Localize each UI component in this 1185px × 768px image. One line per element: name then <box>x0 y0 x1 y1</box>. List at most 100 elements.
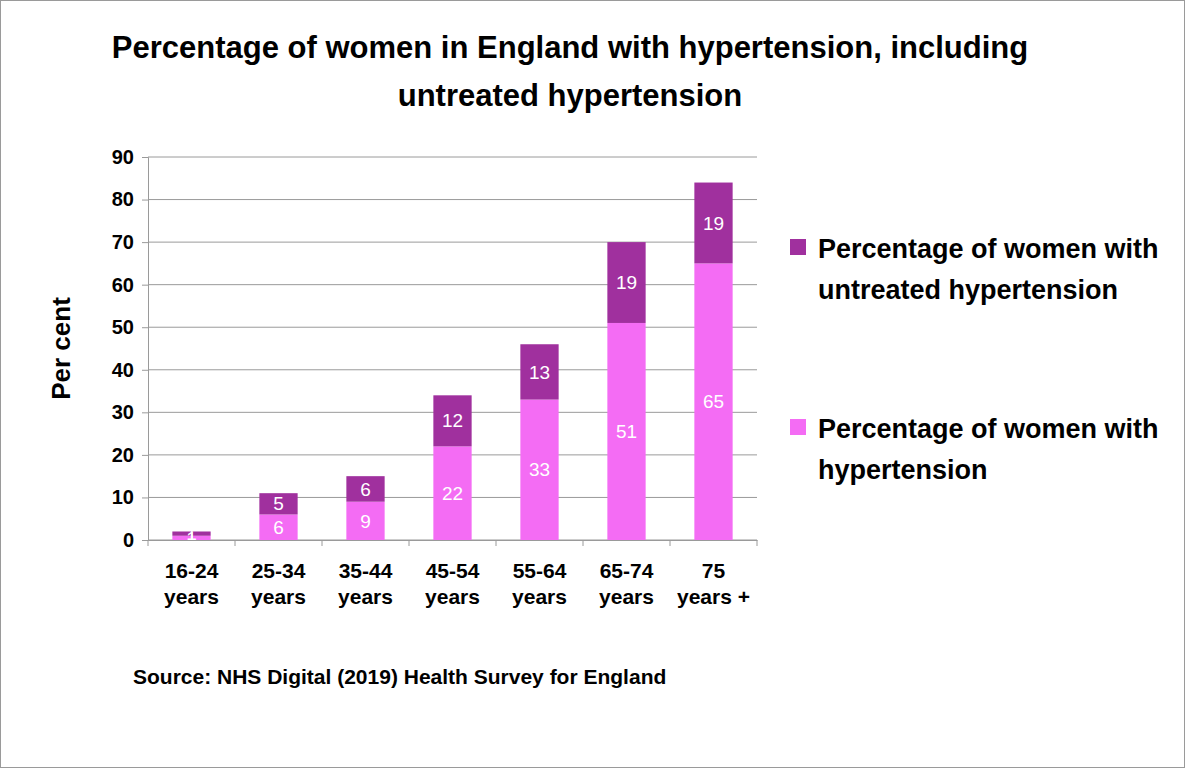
tick: 65-74 years <box>599 540 654 608</box>
separator <box>322 540 323 546</box>
x-axis: 16-24years25-34years35-44years45-54years… <box>149 540 758 608</box>
y-axis: 0102030405060708090 <box>112 146 149 551</box>
tick-mark <box>142 540 148 541</box>
text-line: years + <box>677 585 750 608</box>
data-labels: 1692233516515612131919 <box>186 213 724 549</box>
category-label: 35-44 years <box>338 559 393 608</box>
text-line: untreated hypertension <box>818 275 1118 305</box>
category-label: 25-34years <box>251 559 306 608</box>
tick-label: 50 <box>112 316 134 338</box>
legend: Percentage of women with untreated hypert… <box>790 234 1159 485</box>
text-line: years <box>251 585 306 608</box>
separator <box>757 540 758 546</box>
data-label: 51 <box>616 421 637 442</box>
legend-swatch <box>790 419 806 435</box>
text-line: Percentage of women with <box>818 414 1159 444</box>
tick: 40 <box>112 359 148 381</box>
bar <box>346 476 384 502</box>
data-label: 33 <box>529 459 550 480</box>
bars <box>172 183 732 540</box>
category-label: 75 years + <box>677 559 750 608</box>
grid <box>148 157 757 540</box>
tick-label: 70 <box>112 231 134 253</box>
grid-line <box>148 242 757 243</box>
separator <box>583 540 584 546</box>
y-axis-title: Per cent <box>46 297 76 400</box>
series-bars <box>172 183 732 536</box>
tick: 10 <box>112 486 148 508</box>
tick-mark <box>142 157 148 158</box>
bar <box>259 493 297 514</box>
legend-label: Percentage of women with untreated hypert… <box>818 234 1159 305</box>
tick: 80 <box>112 188 148 210</box>
text-line: years <box>164 585 219 608</box>
text-line: years <box>425 585 480 608</box>
category-label: 45-54 years <box>425 559 480 608</box>
text-line: 65-74 <box>600 559 654 582</box>
data-label: 65 <box>703 391 724 412</box>
bar <box>694 263 732 540</box>
tick-mark <box>142 327 148 328</box>
text-line: hypertension <box>818 455 988 485</box>
tick: 20 <box>112 444 148 466</box>
text-line: years <box>338 585 393 608</box>
text-line: years <box>512 585 567 608</box>
tick-mark <box>142 242 148 243</box>
tick: 70 <box>112 231 148 253</box>
data-label: 6 <box>273 517 284 538</box>
text-line: untreated hypertension <box>398 78 743 113</box>
data-label: 13 <box>529 362 550 383</box>
bar <box>433 446 471 540</box>
separator <box>496 540 497 546</box>
data-label: 1 <box>186 523 197 544</box>
grid-line <box>148 369 757 370</box>
tick-label: 0 <box>123 529 134 551</box>
legend-label: Percentage of women with hypertension <box>818 414 1159 485</box>
category-label: 65-74 years <box>599 559 654 608</box>
tick: 60 <box>112 274 148 296</box>
category-label: 55-64 years <box>512 559 567 608</box>
text-line: 35-44 <box>339 559 393 582</box>
tick: 30 <box>112 401 148 423</box>
tick-mark <box>142 285 148 286</box>
text-line: 45-54 <box>426 559 480 582</box>
tick-label: 40 <box>112 359 134 381</box>
tick-label: 30 <box>112 401 134 423</box>
text-line: 75 <box>702 559 726 582</box>
data-label: 9 <box>360 511 371 532</box>
text-line: 55-64 <box>513 559 567 582</box>
grid-line <box>148 284 757 285</box>
tick-label: 60 <box>112 274 134 296</box>
bar <box>607 323 645 540</box>
grid-line <box>148 327 757 328</box>
tick: 75 years + <box>677 540 750 608</box>
data-label: 19 <box>616 272 637 293</box>
tick-mark <box>142 412 148 413</box>
tick-mark <box>142 200 148 201</box>
tick: 55-64 years <box>512 540 567 608</box>
background <box>1 1 1185 768</box>
tick-mark <box>142 497 148 498</box>
data-label: 5 <box>273 493 284 514</box>
source-note: Source: NHS Digital (2019) Health Survey… <box>133 665 666 688</box>
bar <box>520 400 558 540</box>
separator <box>670 540 671 546</box>
data-label: 12 <box>442 410 463 431</box>
text-line: Percentage of women with <box>818 234 1159 264</box>
grid-line <box>148 199 757 200</box>
tick: 0 <box>123 529 148 551</box>
tick-label: 20 <box>112 444 134 466</box>
category-separators <box>148 540 757 546</box>
data-label: 22 <box>442 483 463 504</box>
data-label: 19 <box>703 213 724 234</box>
tick-label: 80 <box>112 188 134 210</box>
bar <box>607 242 645 323</box>
title: Percentage of women in England with hype… <box>112 30 1028 113</box>
tick: 35-44 years <box>338 540 393 608</box>
category-label: 16-24 years <box>164 559 219 608</box>
tick: 50 <box>112 316 148 338</box>
legend-swatch <box>790 239 806 255</box>
tick: 25-34years <box>251 540 306 608</box>
text-line: years <box>599 585 654 608</box>
text-line: 16-24 <box>165 559 219 582</box>
